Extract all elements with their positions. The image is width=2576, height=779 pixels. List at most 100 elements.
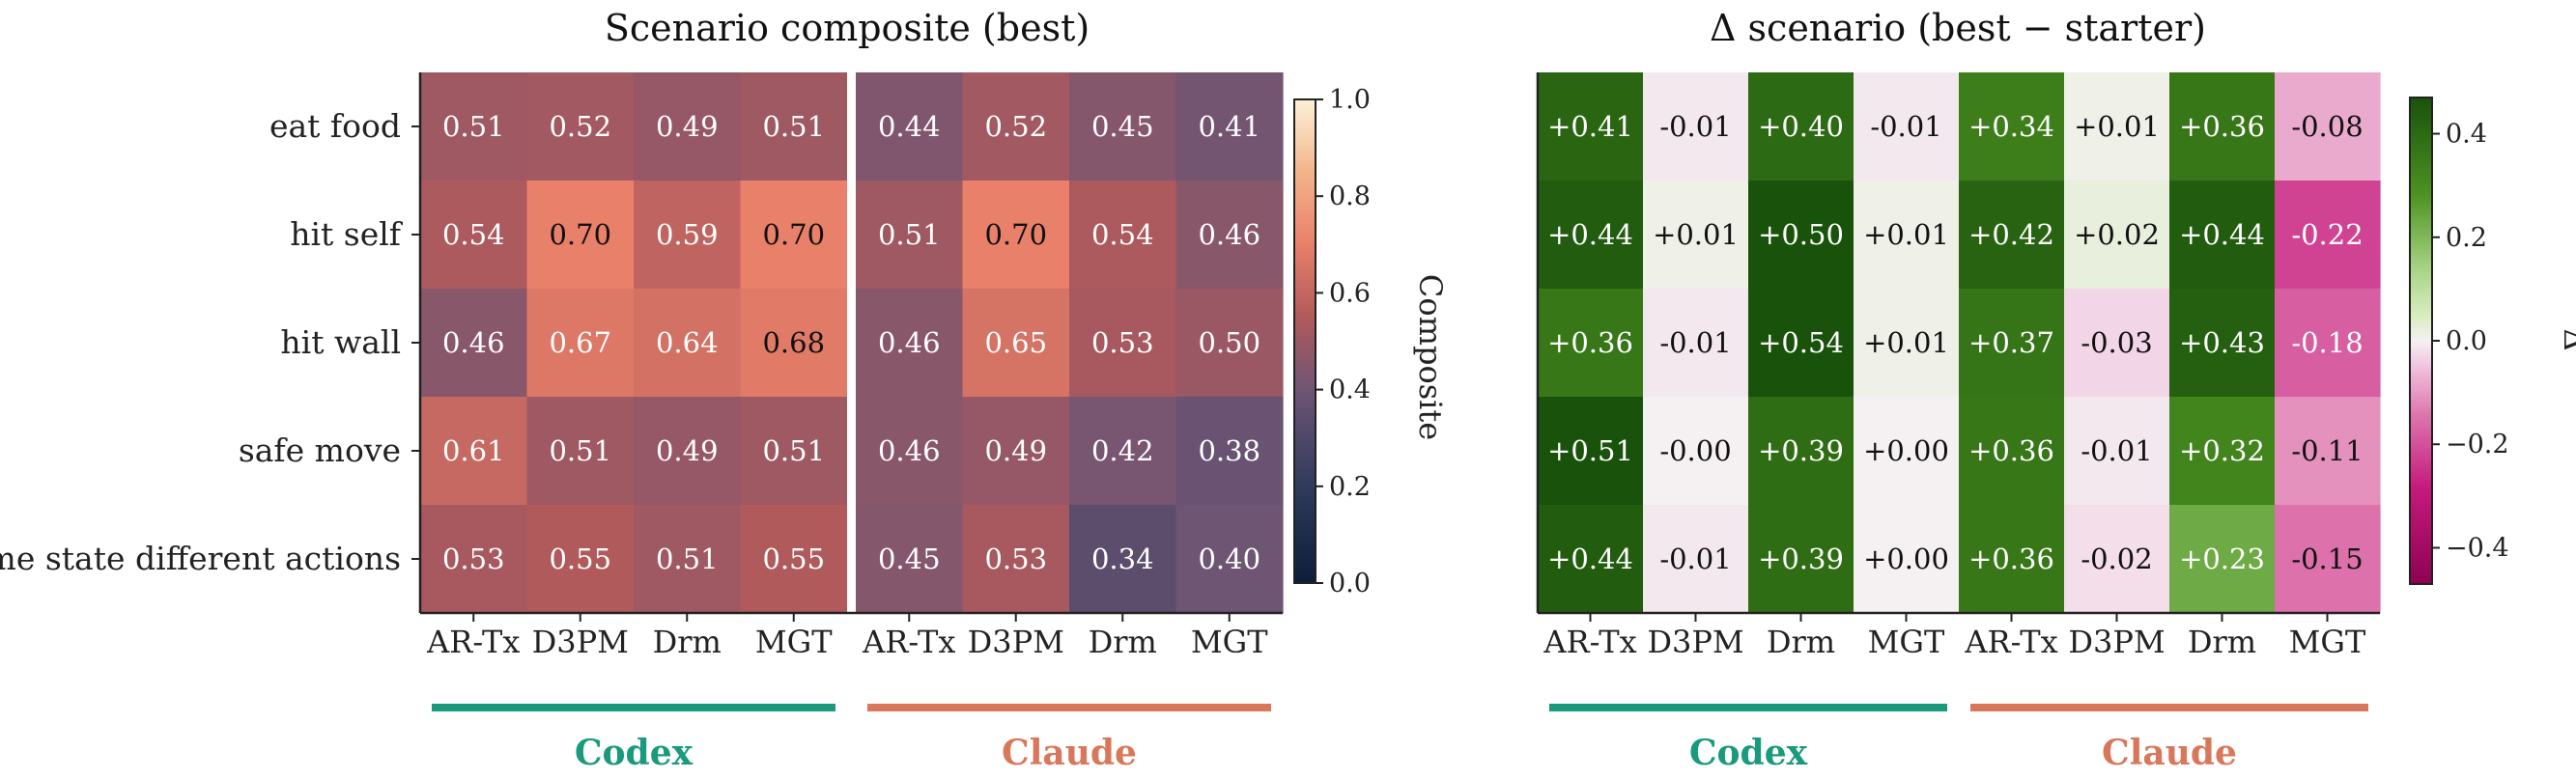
heatmap-cell — [2275, 397, 2381, 506]
heatmap-cell — [1538, 289, 1644, 398]
heatmap-cell — [1643, 181, 1749, 290]
cell-value-label: 0.70 — [549, 218, 611, 251]
cell-value-label: +0.42 — [1968, 218, 2054, 251]
heatmap-cell — [1069, 289, 1177, 398]
cell-value-label: +0.40 — [1758, 110, 1844, 143]
cell-value-label: 0.53 — [1091, 326, 1154, 359]
column-label: MGT — [1868, 624, 1945, 660]
cell-value-label: 0.55 — [549, 543, 611, 575]
column-label: AR-Tx — [862, 624, 955, 660]
colorbar-tick-label: 0.0 — [1329, 569, 1371, 598]
colorbar-tick-label: 0.4 — [1329, 376, 1371, 405]
cell-value-label: -0.11 — [2291, 434, 2363, 467]
heatmap-cell — [856, 397, 964, 506]
cell-value-label: +0.44 — [1547, 218, 1633, 251]
cell-value-label: -0.02 — [2081, 543, 2152, 575]
heatmap-cell — [2275, 289, 2381, 398]
cell-value-label: 0.51 — [549, 434, 611, 467]
cell-value-label: +0.00 — [1863, 543, 1949, 575]
heatmap-cell — [1175, 72, 1284, 181]
heatmap-cell — [2275, 505, 2381, 614]
cell-value-label: 0.51 — [762, 434, 825, 467]
cell-value-label: 0.46 — [878, 434, 941, 467]
cell-value-label: 0.38 — [1198, 434, 1260, 467]
column-label: D3PM — [1647, 624, 1743, 660]
cell-value-label: 0.53 — [984, 543, 1047, 575]
cell-value-label: -0.01 — [1659, 326, 1731, 359]
colorbar — [2409, 97, 2433, 585]
heatmap-cell — [1643, 397, 1749, 506]
cell-value-label: +0.36 — [1968, 434, 2054, 467]
heatmap-cell — [420, 397, 528, 506]
heatmap-cell — [962, 72, 1070, 181]
heatmap-cell — [1069, 181, 1177, 290]
cell-value-label: 0.54 — [1091, 218, 1154, 251]
column-label: MGT — [755, 624, 833, 660]
colorbar-tick-label: 0.4 — [2446, 120, 2487, 150]
heatmap-cell — [1538, 181, 1644, 290]
heatmap-cell — [1538, 72, 1644, 181]
chart-title: Δ scenario (best − starter) — [1710, 7, 2206, 49]
cell-value-label: -0.01 — [1870, 110, 1941, 143]
heatmap-cell — [1538, 505, 1644, 614]
cell-value-label: 0.46 — [878, 326, 941, 359]
heatmap-cell — [1959, 72, 2065, 181]
heatmap-cell — [2064, 505, 2170, 614]
heatmap-cell — [856, 181, 964, 290]
cell-value-label: 0.49 — [984, 434, 1047, 467]
heatmap-cell — [1959, 289, 2065, 398]
cell-value-label: -0.01 — [1659, 110, 1731, 143]
colorbar — [1293, 98, 1316, 584]
heatmap-cell — [2169, 289, 2276, 398]
cell-value-label: -0.22 — [2291, 218, 2363, 251]
heatmap-cell — [634, 72, 742, 181]
heatmap-cell — [962, 181, 1070, 290]
colorbar-tick-label: −0.4 — [2446, 533, 2509, 563]
column-label: Drm — [1089, 624, 1157, 660]
cell-value-label: +0.44 — [2179, 218, 2265, 251]
group-label: Claude — [1002, 733, 1137, 773]
heatmap-cell — [526, 181, 635, 290]
column-label: AR-Tx — [426, 624, 520, 660]
group-label: Codex — [575, 733, 694, 773]
heatmap-cell — [1538, 397, 1644, 506]
colorbar-tick-label: 0.0 — [2446, 326, 2487, 356]
column-label: Drm — [1767, 624, 1835, 660]
cell-value-label: +0.36 — [1547, 326, 1633, 359]
group-label: Codex — [1689, 733, 1808, 773]
cell-value-label: -0.15 — [2291, 543, 2363, 575]
heatmap-cell — [1069, 72, 1177, 181]
cell-value-label: 0.52 — [984, 110, 1047, 143]
heatmap-cell — [740, 289, 848, 398]
cell-value-label: +0.23 — [2179, 543, 2265, 575]
heatmap-cell — [2169, 505, 2276, 614]
cell-value-label: 0.61 — [442, 434, 505, 467]
cell-value-label: 0.45 — [878, 543, 941, 575]
heatmap-cell — [1643, 72, 1749, 181]
heatmap-cell — [420, 181, 528, 290]
cell-value-label: 0.59 — [656, 218, 719, 251]
cell-value-label: 0.51 — [656, 543, 719, 575]
heatmap-cell — [1959, 181, 2065, 290]
heatmap-cell — [2275, 72, 2381, 181]
heatmap-cell — [1175, 181, 1284, 290]
cell-value-label: 0.54 — [442, 218, 505, 251]
cell-value-label: +0.36 — [2179, 110, 2265, 143]
cell-value-label: -0.18 — [2291, 326, 2363, 359]
cell-value-label: +0.39 — [1758, 543, 1844, 575]
column-label: D3PM — [532, 624, 629, 660]
cell-value-label: +0.01 — [1863, 326, 1949, 359]
cell-value-label: -0.08 — [2291, 110, 2363, 143]
cell-value-label: +0.01 — [1653, 218, 1739, 251]
heatmap-cell — [420, 505, 528, 614]
heatmap-cell — [2064, 181, 2170, 290]
cell-value-label: 0.55 — [762, 543, 825, 575]
cell-value-label: 0.34 — [1091, 543, 1154, 575]
heatmap-cell — [1643, 505, 1749, 614]
row-label: hit self — [290, 215, 404, 253]
group-label: Claude — [2102, 733, 2237, 773]
heatmap-cell — [1854, 72, 1960, 181]
group-separator — [847, 72, 856, 613]
heatmap-cell — [740, 72, 848, 181]
